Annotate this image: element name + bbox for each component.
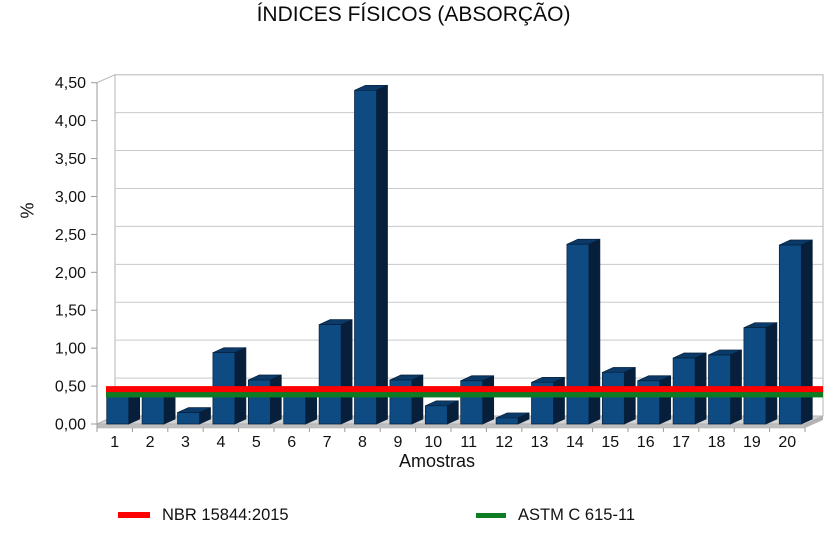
x-category-label: 5 — [252, 434, 261, 451]
bar-face — [659, 375, 672, 425]
x-category-label: 14 — [566, 434, 584, 451]
x-category-label: 10 — [424, 434, 442, 451]
floor-right-edge — [805, 416, 823, 428]
astm-line-swatch — [476, 512, 506, 518]
chart-title: ÍNDICES FÍSICOS (ABSORÇÃO) — [256, 3, 571, 26]
bar-face — [743, 327, 767, 425]
x-category-label: 8 — [358, 434, 367, 451]
bar-face — [177, 412, 200, 425]
bar-face — [482, 375, 495, 425]
bar-sample-12 — [495, 412, 530, 425]
bar-face — [424, 405, 448, 425]
bar-sample-9 — [389, 374, 424, 425]
bar-sample-14 — [566, 238, 601, 425]
bar-face — [318, 324, 342, 425]
nbr-limit-line — [106, 386, 823, 393]
bar-sample-17 — [672, 352, 707, 425]
x-category-label: 17 — [672, 434, 690, 451]
x-category-label: 13 — [531, 434, 549, 451]
legend-label-astm: ASTM C 615-11 — [518, 505, 636, 524]
y-tick-label: 3,00 — [55, 189, 86, 206]
x-category-label: 19 — [743, 434, 761, 451]
x-category-label: 11 — [460, 434, 477, 451]
x-category-label: 6 — [287, 434, 296, 451]
bar-face — [778, 244, 802, 425]
bar-sample-11 — [460, 375, 495, 425]
legend-item-astm: ASTM C 615-11 — [476, 505, 635, 525]
x-axis-title: Amostras — [398, 451, 476, 471]
y-tick-label: 0,00 — [55, 417, 86, 434]
bar-sample-8 — [354, 84, 388, 425]
x-category-label: 3 — [181, 434, 190, 451]
x-category-label: 20 — [778, 434, 796, 451]
bar-sample-3 — [177, 407, 211, 425]
bar-face — [376, 84, 388, 425]
x-category-label: 15 — [601, 434, 619, 451]
y-axis-title: % — [17, 202, 38, 219]
legend-item-nbr: NBR 15844:2015 — [118, 505, 289, 525]
bar-face — [566, 243, 590, 425]
bar-face — [411, 374, 424, 425]
bar-face — [234, 347, 247, 425]
x-category-label: 12 — [495, 434, 513, 451]
x-category-label: 16 — [637, 434, 655, 451]
y-tick-label: 2,50 — [55, 227, 86, 244]
bar-sample-19 — [743, 322, 778, 425]
x-category-label: 7 — [323, 434, 332, 451]
bar-face — [269, 374, 282, 425]
nbr-line-swatch — [118, 512, 150, 518]
floor-front-edge — [96, 423, 806, 429]
y-tick-label: 4,50 — [55, 75, 86, 92]
y-tick-label: 3,50 — [55, 151, 86, 168]
x-category-label: 9 — [393, 434, 402, 451]
bar-sample-7 — [318, 319, 353, 425]
left-wall — [96, 73, 116, 425]
bar-sample-4 — [212, 347, 247, 425]
bar-face — [354, 89, 377, 425]
bar-sample-13 — [531, 376, 565, 425]
y-tick-label: 4,00 — [55, 113, 86, 130]
x-category-label: 4 — [216, 434, 225, 451]
bar-sample-5 — [247, 374, 282, 425]
bar-sample-10 — [424, 400, 459, 425]
bar-face — [601, 372, 625, 425]
x-category-label: 18 — [708, 434, 726, 451]
bar-face — [340, 319, 353, 425]
bar-face — [553, 376, 565, 425]
y-tick-label: 2,00 — [55, 265, 86, 282]
bar-face — [765, 322, 778, 425]
bar-sample-16 — [637, 375, 672, 425]
x-category-label: 1 — [110, 434, 119, 451]
y-tick-label: 1,00 — [55, 341, 86, 358]
bar-sample-20 — [778, 239, 813, 425]
y-tick-label: 0,50 — [55, 379, 86, 396]
legend-label-nbr: NBR 15844:2015 — [162, 505, 289, 524]
astm-limit-line — [106, 391, 823, 398]
y-tick-label: 1,50 — [55, 303, 86, 320]
bar-face — [495, 417, 519, 425]
x-category-label: 2 — [146, 434, 155, 451]
